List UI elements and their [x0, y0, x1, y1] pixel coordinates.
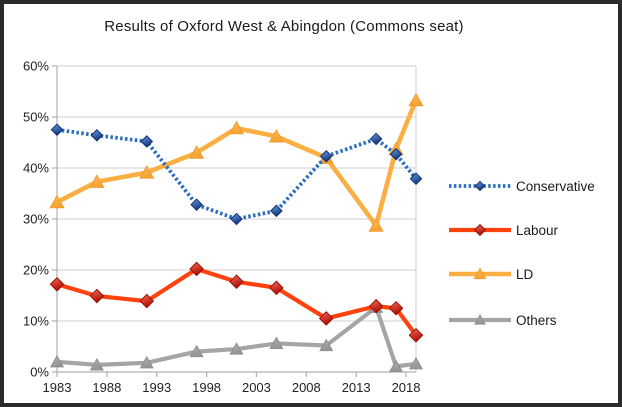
- y-axis-tick-label: 60%: [23, 59, 49, 74]
- legend-label: Labour: [516, 223, 559, 238]
- data-point-ld: [368, 218, 384, 232]
- data-point-labour: [89, 288, 105, 304]
- x-axis-tick-label: 1993: [142, 380, 171, 395]
- x-axis-tick-label: 2018: [392, 380, 421, 395]
- legend-item-ld: LD: [449, 267, 534, 282]
- legend-marker: [473, 223, 487, 237]
- data-point-others: [49, 354, 65, 368]
- legend-label: Others: [516, 313, 557, 328]
- y-axis-tick-label: 0%: [30, 365, 49, 380]
- data-point-labour: [139, 293, 155, 309]
- data-point-conservative: [50, 123, 64, 137]
- data-point-labour: [318, 311, 334, 326]
- data-point-labour: [388, 300, 404, 316]
- x-axis-tick-label: 1988: [92, 380, 121, 395]
- series-line-conservative: [56, 127, 418, 221]
- data-point-ld: [228, 120, 245, 135]
- data-point-others: [388, 359, 404, 372]
- data-point-conservative: [409, 172, 423, 186]
- data-point-others: [319, 338, 334, 352]
- data-point-labour: [408, 327, 424, 343]
- data-point-others: [89, 357, 104, 371]
- data-point-others: [139, 355, 154, 369]
- y-axis-tick-label: 40%: [23, 161, 49, 176]
- data-point-ld: [139, 165, 155, 179]
- y-axis-tick-label: 20%: [23, 263, 49, 278]
- data-point-ld: [188, 145, 205, 159]
- data-point-conservative: [90, 129, 104, 142]
- data-point-others: [408, 356, 424, 370]
- x-axis-tick-label: 1998: [192, 380, 221, 395]
- chart-title: Results of Oxford West & Abingdon (Commo…: [104, 18, 464, 35]
- legend-item-labour: Labour: [449, 223, 559, 238]
- series-line-labour: [56, 266, 418, 337]
- legend-marker: [473, 267, 487, 280]
- legend-label: LD: [516, 267, 534, 282]
- x-axis-tick-label: 2013: [342, 380, 371, 395]
- data-point-others: [269, 336, 284, 350]
- data-point-ld: [89, 174, 105, 188]
- data-point-conservative: [190, 198, 203, 212]
- legend-marker: [474, 314, 486, 325]
- data-point-ld: [408, 92, 424, 107]
- data-point-conservative: [140, 135, 154, 148]
- data-point-labour: [269, 280, 284, 296]
- data-point-others: [229, 342, 244, 355]
- legend-marker: [474, 180, 486, 192]
- x-axis-tick-label: 2008: [292, 380, 321, 395]
- y-axis-tick-label: 50%: [23, 110, 49, 125]
- x-axis-tick-label: 1983: [43, 380, 72, 395]
- data-point-ld: [268, 128, 285, 143]
- series-line-ld: [55, 99, 419, 228]
- data-point-conservative: [230, 212, 243, 226]
- legend-item-conservative: Conservative: [449, 179, 595, 194]
- data-point-labour: [189, 261, 204, 277]
- data-point-labour: [229, 274, 244, 290]
- data-point-conservative: [369, 132, 383, 146]
- data-point-conservative: [389, 147, 403, 161]
- series-line-others: [56, 305, 417, 369]
- data-point-conservative: [270, 204, 283, 218]
- legend-label: Conservative: [516, 179, 595, 194]
- data-point-labour: [368, 298, 384, 314]
- y-axis-tick-label: 30%: [23, 212, 49, 227]
- y-axis-tick-label: 10%: [23, 314, 49, 329]
- line-chart: 0% 10% 20% 30% 40% 50% 60% 1983 1988 1993 1998 2003…: [23, 59, 595, 396]
- data-point-ld: [49, 194, 65, 209]
- legend-item-others: Others: [449, 313, 557, 328]
- data-point-labour: [49, 276, 65, 292]
- x-axis-tick-label: 2003: [242, 380, 271, 395]
- data-point-conservative: [319, 149, 333, 163]
- data-point-others: [189, 344, 204, 358]
